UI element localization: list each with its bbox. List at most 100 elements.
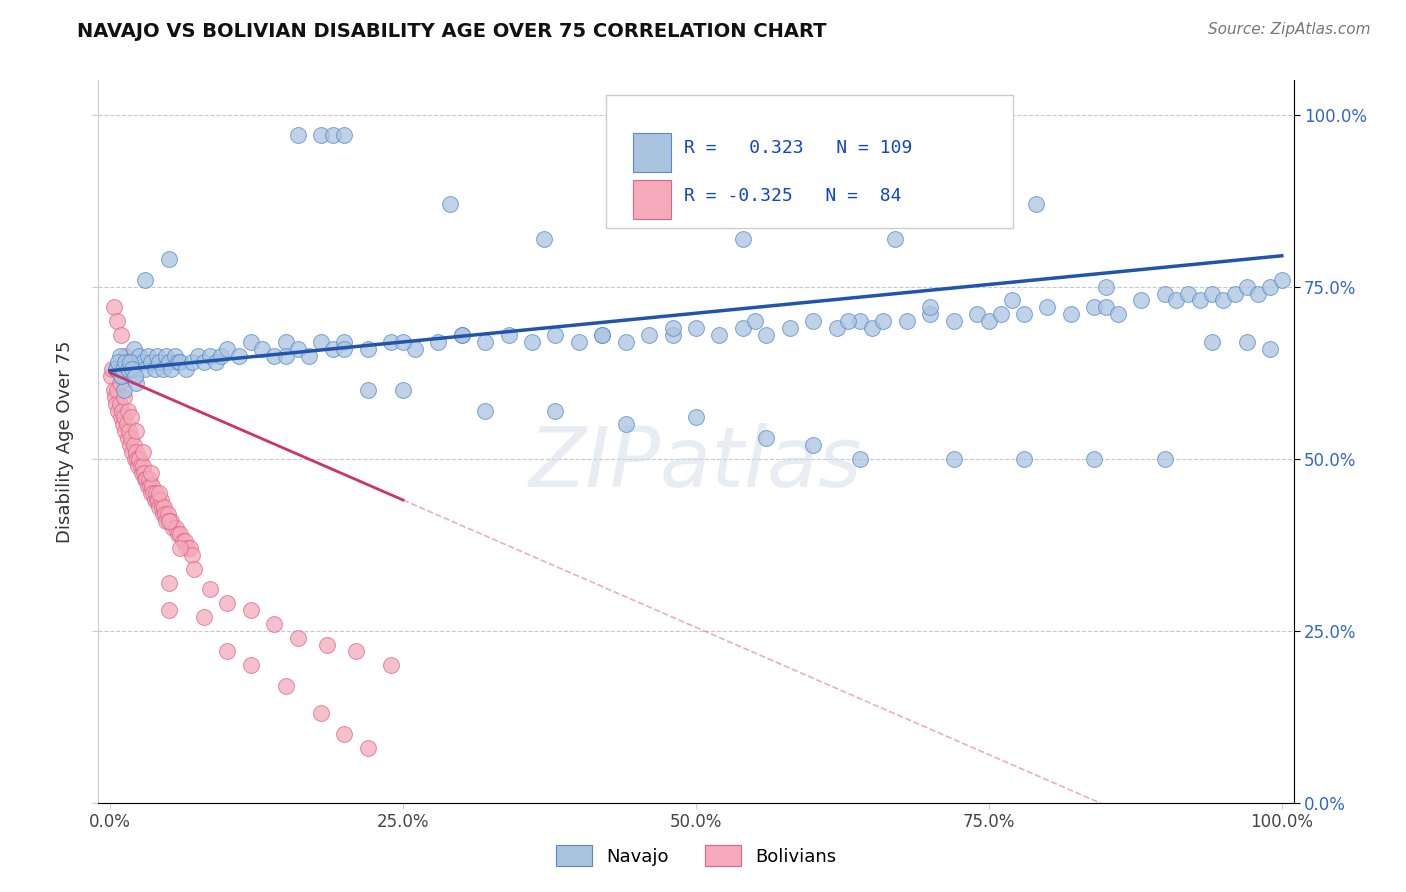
Point [263, 349, 285, 363]
Point [115, 417, 138, 432]
Point [105, 397, 128, 411]
FancyBboxPatch shape [633, 133, 671, 172]
Point [114, 349, 136, 363]
Point [322, 342, 344, 356]
Point [136, 479, 159, 493]
Point [427, 334, 450, 349]
Point [1201, 286, 1223, 301]
Point [1012, 307, 1035, 321]
Point [298, 349, 321, 363]
Point [155, 349, 177, 363]
Point [110, 410, 132, 425]
Point [165, 520, 187, 534]
Point [1166, 293, 1188, 308]
Point [1036, 301, 1059, 315]
Point [157, 603, 180, 617]
Point [1083, 301, 1105, 315]
Point [1095, 301, 1118, 315]
Point [160, 362, 183, 376]
Point [162, 520, 184, 534]
Point [129, 458, 152, 473]
Point [1236, 334, 1258, 349]
Point [333, 727, 356, 741]
Point [287, 128, 309, 143]
Point [287, 342, 309, 356]
Point [179, 541, 201, 556]
Point [1095, 279, 1118, 293]
Point [169, 527, 191, 541]
Point [198, 582, 221, 597]
Point [118, 424, 141, 438]
Point [1107, 307, 1129, 321]
Point [333, 342, 356, 356]
Point [287, 631, 309, 645]
Point [134, 273, 156, 287]
Point [685, 321, 707, 335]
Point [744, 314, 766, 328]
Point [322, 128, 344, 143]
Point [966, 307, 988, 321]
Point [884, 231, 907, 245]
FancyBboxPatch shape [633, 179, 671, 219]
Point [392, 383, 415, 397]
Point [187, 349, 209, 363]
Point [138, 472, 160, 486]
Point [1188, 293, 1211, 308]
Point [105, 362, 128, 376]
Point [990, 307, 1012, 321]
Point [112, 390, 135, 404]
Point [849, 314, 872, 328]
Point [139, 479, 162, 493]
Point [316, 638, 339, 652]
Point [132, 445, 155, 459]
Point [333, 334, 356, 349]
Point [132, 355, 155, 369]
Point [1060, 307, 1083, 321]
Point [1223, 286, 1246, 301]
Point [591, 327, 613, 342]
Point [127, 451, 149, 466]
Point [167, 527, 190, 541]
Point [143, 362, 166, 376]
Point [204, 355, 226, 369]
Point [112, 362, 135, 376]
Point [544, 403, 567, 417]
Point [825, 321, 848, 335]
Point [614, 417, 637, 432]
Point [731, 321, 754, 335]
Point [103, 301, 125, 315]
Text: R =   0.323   N = 109: R = 0.323 N = 109 [685, 139, 912, 157]
Point [357, 383, 380, 397]
Point [181, 355, 204, 369]
Point [755, 327, 778, 342]
Point [124, 451, 146, 466]
Point [117, 362, 139, 376]
Point [709, 327, 731, 342]
Point [1130, 293, 1153, 308]
Point [755, 431, 778, 445]
Point [1153, 451, 1175, 466]
Point [920, 307, 942, 321]
Point [148, 486, 170, 500]
Point [163, 349, 186, 363]
Point [120, 431, 142, 445]
Point [357, 740, 380, 755]
Point [638, 327, 661, 342]
Point [156, 507, 179, 521]
Point [101, 362, 124, 376]
Point [108, 349, 131, 363]
Point [614, 211, 637, 225]
Point [132, 458, 155, 473]
Point [111, 403, 134, 417]
Point [121, 362, 143, 376]
Point [920, 301, 942, 315]
Point [141, 486, 163, 500]
Point [160, 514, 183, 528]
Point [344, 644, 367, 658]
Point [145, 486, 167, 500]
Point [837, 314, 859, 328]
Point [193, 355, 215, 369]
Point [685, 410, 707, 425]
Point [153, 500, 176, 514]
Point [152, 507, 174, 521]
